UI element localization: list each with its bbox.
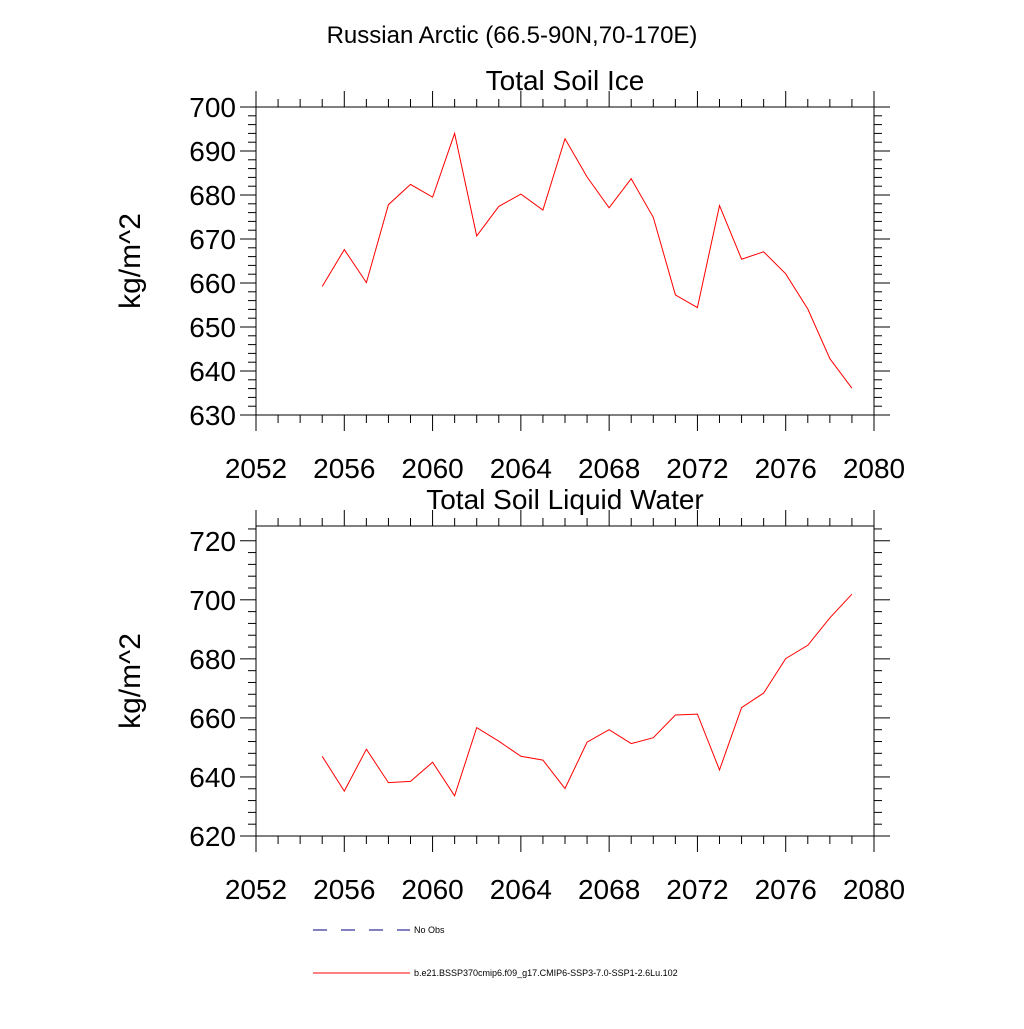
chart-soil-liquid-water: Total Soil Liquid Water 2052 2056 2060 2064 2…	[114, 484, 905, 905]
total-soil-liquid-water-xtick-label: 2080	[843, 874, 905, 905]
total-soil-ice-title: Total Soil Ice	[486, 65, 645, 96]
total-soil-liquid-water-xtick-label: 2060	[401, 874, 463, 905]
figure-title: Russian Arctic (66.5-90N,70-170E)	[327, 22, 698, 49]
total-soil-ice-xtick-label: 2060	[401, 453, 463, 484]
legend-model-label: b.e21.BSSP370cmip6.f09_g17.CMIP6-SSP3-7.…	[414, 968, 678, 978]
total-soil-liquid-water-xtick-label: 2072	[666, 874, 728, 905]
total-soil-liquid-water-ytick-label: 640	[189, 762, 236, 793]
total-soil-ice-ytick-label: 660	[189, 268, 236, 299]
total-soil-ice-ytick-label: 700	[189, 92, 236, 123]
legend: No Obs b.e21.BSSP370cmip6.f09_g17.CMIP6-…	[313, 925, 678, 978]
chart-soil-ice: Total Soil Ice 2052 2056 2060 2064 2068 2072 20…	[114, 65, 905, 484]
total-soil-liquid-water-xtick-label: 2076	[755, 874, 817, 905]
total-soil-ice-ylabel: kg/m^2	[114, 213, 147, 309]
total-soil-ice-ytick-label: 670	[189, 224, 236, 255]
total-soil-liquid-water-xtick-label: 2052	[225, 874, 287, 905]
total-soil-liquid-water-title: Total Soil Liquid Water	[426, 484, 704, 515]
total-soil-ice-ytick-label: 690	[189, 136, 236, 167]
total-soil-liquid-water-ytick-label: 720	[189, 526, 236, 557]
total-soil-ice-xtick-label: 2072	[666, 453, 728, 484]
total-soil-liquid-water-ylabel: kg/m^2	[114, 633, 147, 729]
total-soil-liquid-water-xtick-label: 2064	[490, 874, 552, 905]
total-soil-ice-xtick-label: 2068	[578, 453, 640, 484]
total-soil-ice-ytick-label: 650	[189, 312, 236, 343]
total-soil-ice-ytick-label: 640	[189, 356, 236, 387]
total-soil-ice-xtick-label: 2076	[755, 453, 817, 484]
total-soil-liquid-water-ytick-label: 700	[189, 585, 236, 616]
total-soil-ice-xtick-label: 2080	[843, 453, 905, 484]
total-soil-ice-xtick-label: 2056	[313, 453, 375, 484]
total-soil-ice-ytick-label: 680	[189, 180, 236, 211]
total-soil-liquid-water-ytick-label: 680	[189, 644, 236, 675]
total-soil-ice-plot-frame	[255, 106, 875, 416]
total-soil-liquid-water-ytick-label: 620	[189, 821, 236, 852]
total-soil-liquid-water-xtick-label: 2056	[313, 874, 375, 905]
legend-no-obs-label: No Obs	[414, 925, 445, 935]
total-soil-liquid-water-ytick-label: 660	[189, 703, 236, 734]
total-soil-ice-xtick-label: 2064	[490, 453, 552, 484]
total-soil-ice-xtick-label: 2052	[225, 453, 287, 484]
total-soil-ice-ytick-label: 630	[189, 400, 236, 431]
total-soil-liquid-water-series-line-0	[321, 593, 853, 797]
total-soil-liquid-water-plot-frame	[255, 525, 875, 837]
total-soil-liquid-water-xtick-label: 2068	[578, 874, 640, 905]
total-soil-ice-series-line-0	[321, 131, 853, 389]
